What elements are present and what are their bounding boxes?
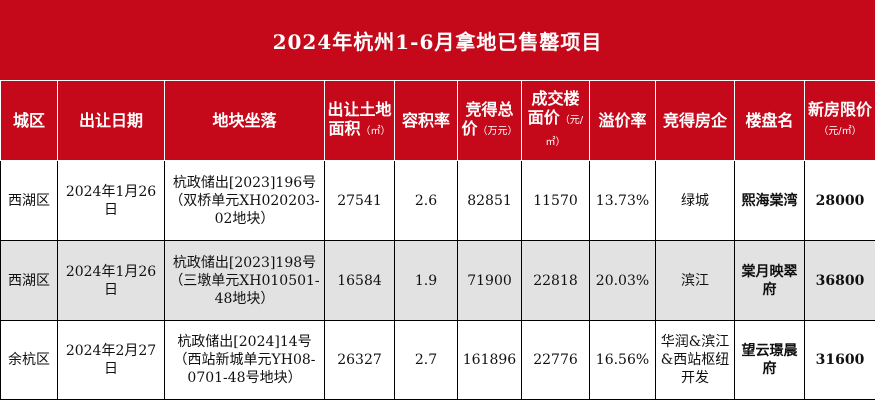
cell-total: 71900 bbox=[457, 240, 522, 321]
header-total-label: 竞得总价 bbox=[461, 100, 514, 138]
data-table: 城区 出让日期 地块坐落 出让土地面积（㎡） 容积率 竞得总价（万元） 成交楼面… bbox=[0, 80, 875, 400]
header-area-unit: （㎡） bbox=[360, 126, 391, 137]
header-district: 城区 bbox=[0, 80, 58, 161]
cell-developer: 华润&滨江&西站枢纽开发 bbox=[655, 320, 735, 400]
header-developer: 竞得房企 bbox=[655, 80, 735, 161]
cell-developer: 绿城 bbox=[655, 160, 735, 241]
header-estate: 楼盘名 bbox=[734, 80, 805, 161]
cell-area: 27541 bbox=[324, 160, 395, 241]
cell-premium: 16.56% bbox=[589, 320, 656, 400]
table-header-row: 城区 出让日期 地块坐落 出让土地面积（㎡） 容积率 竞得总价（万元） 成交楼面… bbox=[0, 80, 875, 161]
cell-date: 2024年1月26日 bbox=[57, 160, 165, 241]
cell-developer: 滨江 bbox=[655, 240, 735, 321]
header-far: 容积率 bbox=[394, 80, 458, 161]
table-row: 西湖区 2024年1月26日 杭政储出[2023]198号（三墩单元XH0105… bbox=[0, 240, 875, 321]
cell-premium: 13.73% bbox=[589, 160, 656, 241]
cell-plot: 杭政储出[2023]198号（三墩单元XH010501-48地块） bbox=[164, 240, 325, 321]
header-floor-price: 成交楼面价（元/㎡） bbox=[521, 80, 590, 161]
page-title: 2024年杭州1-6月拿地已售罄项目 bbox=[0, 0, 875, 81]
cell-limit-price: 28000 bbox=[804, 160, 875, 241]
cell-far: 1.9 bbox=[394, 240, 458, 321]
cell-floor-price: 11570 bbox=[521, 160, 590, 241]
cell-total: 82851 bbox=[457, 160, 522, 241]
header-total: 竞得总价（万元） bbox=[457, 80, 522, 161]
cell-date: 2024年2月27日 bbox=[57, 320, 165, 400]
cell-date: 2024年1月26日 bbox=[57, 240, 165, 321]
header-area-label: 出让土地面积 bbox=[327, 100, 392, 138]
table-row: 西湖区 2024年1月26日 杭政储出[2023]196号（双桥单元XH0202… bbox=[0, 160, 875, 241]
cell-limit-price: 31600 bbox=[804, 320, 875, 400]
cell-district: 西湖区 bbox=[0, 160, 58, 241]
header-date: 出让日期 bbox=[57, 80, 165, 161]
header-premium: 溢价率 bbox=[589, 80, 656, 161]
cell-district: 余杭区 bbox=[0, 320, 58, 400]
cell-far: 2.7 bbox=[394, 320, 458, 400]
cell-total: 161896 bbox=[457, 320, 522, 400]
cell-estate: 望云璟晨府 bbox=[734, 320, 805, 400]
header-area: 出让土地面积（㎡） bbox=[324, 80, 395, 161]
cell-floor-price: 22818 bbox=[521, 240, 590, 321]
cell-district: 西湖区 bbox=[0, 240, 58, 321]
header-floor-price-label: 成交楼面价 bbox=[527, 89, 580, 127]
header-total-unit: （万元） bbox=[477, 126, 518, 137]
cell-estate: 熙海棠湾 bbox=[734, 160, 805, 241]
header-limit-price: 新房限价 （元/㎡） bbox=[804, 80, 875, 161]
cell-limit-price: 36800 bbox=[804, 240, 875, 321]
cell-plot: 杭政储出[2024]14号（西站新城单元YH08-0701-48号地块） bbox=[164, 320, 325, 400]
header-limit-price-label: 新房限价 bbox=[807, 100, 872, 119]
header-plot: 地块坐落 bbox=[164, 80, 325, 161]
cell-premium: 20.03% bbox=[589, 240, 656, 321]
header-limit-price-unit: （元/㎡） bbox=[818, 126, 862, 137]
cell-floor-price: 22776 bbox=[521, 320, 590, 400]
header-floor-price-unit: （元/㎡） bbox=[545, 115, 584, 148]
cell-far: 2.6 bbox=[394, 160, 458, 241]
cell-plot: 杭政储出[2023]196号（双桥单元XH020203-02地块） bbox=[164, 160, 325, 241]
cell-area: 26327 bbox=[324, 320, 395, 400]
table-row: 余杭区 2024年2月27日 杭政储出[2024]14号（西站新城单元YH08-… bbox=[0, 320, 875, 400]
cell-estate: 棠月映翠府 bbox=[734, 240, 805, 321]
cell-area: 16584 bbox=[324, 240, 395, 321]
